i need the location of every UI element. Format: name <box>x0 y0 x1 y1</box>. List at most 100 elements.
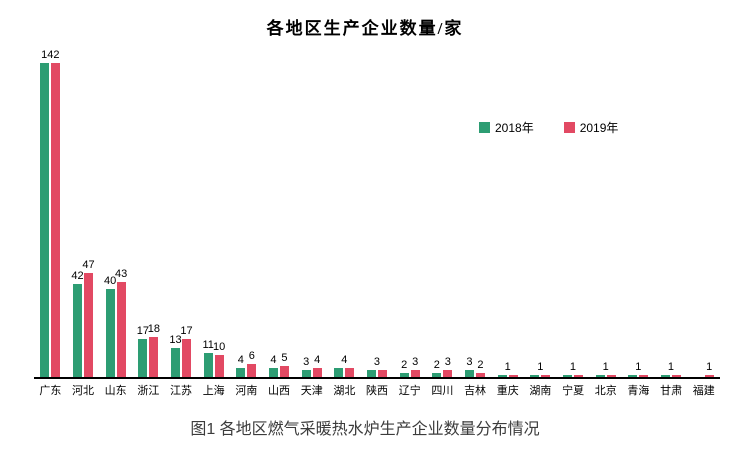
bar-2018-浙江 <box>138 339 148 377</box>
value-label-2018-浙江: 17 <box>136 325 149 337</box>
value-label-陕西: 3 <box>373 356 381 368</box>
value-label-湖南: 1 <box>537 361 544 373</box>
bar-2019-陕西 <box>377 370 387 377</box>
value-label-2019-江苏: 17 <box>180 325 193 337</box>
bar-2018-四川 <box>432 373 442 377</box>
bar-2018-湖南 <box>530 375 540 377</box>
axis-label-湖北: 湖北 <box>333 385 356 397</box>
value-label-北京: 1 <box>602 361 609 373</box>
bar-2018-陕西 <box>366 370 376 377</box>
bar-2019-山西 <box>279 366 289 377</box>
legend-label-2018: 2018年 <box>495 121 534 135</box>
bar-2018-河南 <box>236 368 246 377</box>
bar-2018-重庆 <box>497 375 507 377</box>
axis-label-山东: 山东 <box>104 385 127 397</box>
bar-2019-湖北 <box>345 368 355 377</box>
axis-label-湖南: 湖南 <box>529 385 552 397</box>
axis-label-陕西: 陕西 <box>366 385 389 397</box>
value-label-宁夏: 1 <box>569 361 577 373</box>
bar-2019-河南 <box>247 364 257 377</box>
bar-group-浙江: 17 18 <box>132 60 165 377</box>
value-label-2018-辽宁: 2 <box>401 359 408 371</box>
bar-2019-青海 <box>639 375 649 377</box>
axis-label-北京: 北京 <box>594 385 617 397</box>
bar-2018-天津 <box>301 370 311 377</box>
chart-title: 各地区生产企业数量/家 <box>266 19 464 38</box>
bar-group-青海: 1 <box>622 60 655 377</box>
bar-2018-青海 <box>628 375 638 377</box>
bar-2018-上海 <box>203 353 213 377</box>
axis-label-河北: 河北 <box>72 385 94 397</box>
bar-2019-天津 <box>312 368 322 377</box>
axis-label-广东: 广东 <box>39 385 62 397</box>
axis-label-浙江: 浙江 <box>137 385 160 397</box>
bar-2019-福建 <box>704 375 714 377</box>
bar-2018-宁夏 <box>562 375 572 377</box>
axis-label-上海: 上海 <box>202 385 225 397</box>
bar-2018-甘肃 <box>660 375 670 377</box>
legend-item-2018: 2018年 <box>479 119 534 136</box>
axis-label-吉林: 吉林 <box>464 385 487 397</box>
value-label-2018-四川: 2 <box>433 359 440 371</box>
bar-2019-河北 <box>83 273 93 377</box>
axis-label-江苏: 江苏 <box>170 385 193 397</box>
value-label-2018-天津: 3 <box>303 356 310 368</box>
bar-2019-湖南 <box>541 375 551 377</box>
value-label-2019-天津: 4 <box>314 354 321 366</box>
bar-2019-宁夏 <box>573 375 583 377</box>
axis-label-重庆: 重庆 <box>496 385 519 397</box>
value-label-2019-山东: 43 <box>115 268 128 280</box>
legend-label-2019: 2019年 <box>579 121 619 135</box>
value-label-2018-河北: 42 <box>71 270 84 282</box>
bar-2018-河北 <box>72 284 82 377</box>
bar-2018-北京 <box>595 375 605 377</box>
value-label-重庆: 1 <box>504 361 511 373</box>
legend: 2018年 2019年 <box>479 119 618 136</box>
bar-2018-山西 <box>268 368 278 377</box>
bar-group-湖北: 4 <box>328 60 361 377</box>
figure-caption: 图1 各地区燃气采暖热水炉生产企业数量分布情况 <box>190 421 540 438</box>
bar-2019-浙江 <box>149 337 159 377</box>
bar-group-北京: 1 <box>589 60 622 377</box>
bar-2018-广东 <box>40 63 50 377</box>
value-label-2018-上海: 11 <box>202 339 214 351</box>
value-label-2019-河北: 47 <box>82 259 95 271</box>
x-axis-labels: 广东 河北 山东 浙江 江苏 上海 河南 山西 天津 湖北 陕西 辽宁 四川 吉林 重庆 湖南 宁夏 北京 青海 甘肃… <box>34 382 720 398</box>
axis-label-辽宁: 辽宁 <box>398 385 421 397</box>
bar-group-山东: 40 43 <box>99 60 132 377</box>
value-label-2019-河南: 6 <box>248 350 255 362</box>
value-label-2019-辽宁: 3 <box>412 356 419 368</box>
bar-2018-山东 <box>105 289 115 377</box>
axis-label-青海: 青海 <box>627 385 650 397</box>
bar-2018-江苏 <box>170 348 180 377</box>
bar-group-甘肃: 1 <box>655 60 688 377</box>
value-label-2019-吉林: 2 <box>477 359 484 371</box>
legend-item-2019: 2019年 <box>563 119 619 136</box>
value-label-2018-江苏: 13 <box>169 334 182 346</box>
bar-group-宁夏: 1 <box>557 60 590 377</box>
bar-group-河北: 42 47 <box>67 60 100 377</box>
bar-group-重庆: 1 <box>491 60 524 377</box>
bar-2019-甘肃 <box>671 375 681 377</box>
value-label-2019-福建: 1 <box>706 361 713 373</box>
value-label-2018-山西: 4 <box>270 354 277 366</box>
bar-group-江苏: 13 17 <box>165 60 198 377</box>
bar-group-陕西: 3 <box>361 60 394 377</box>
plot-area: 142 42 47 40 43 17 18 13 17 11 10 4 6 4 5 3 4 4 3 2 3 2 3 3 2 1 1 1… <box>34 49 720 379</box>
bar-2018-辽宁 <box>399 373 409 377</box>
bar-2019-北京 <box>606 375 616 377</box>
value-label-2019-上海: 10 <box>213 341 226 353</box>
value-label-青海: 1 <box>635 361 642 373</box>
bar-2019-上海 <box>214 355 224 377</box>
legend-swatch-2018 <box>479 122 490 133</box>
bar-2019-江苏 <box>181 339 191 377</box>
bar-2018-湖北 <box>334 368 344 377</box>
bar-2019-重庆 <box>508 375 518 377</box>
bar-2019-四川 <box>443 370 453 377</box>
